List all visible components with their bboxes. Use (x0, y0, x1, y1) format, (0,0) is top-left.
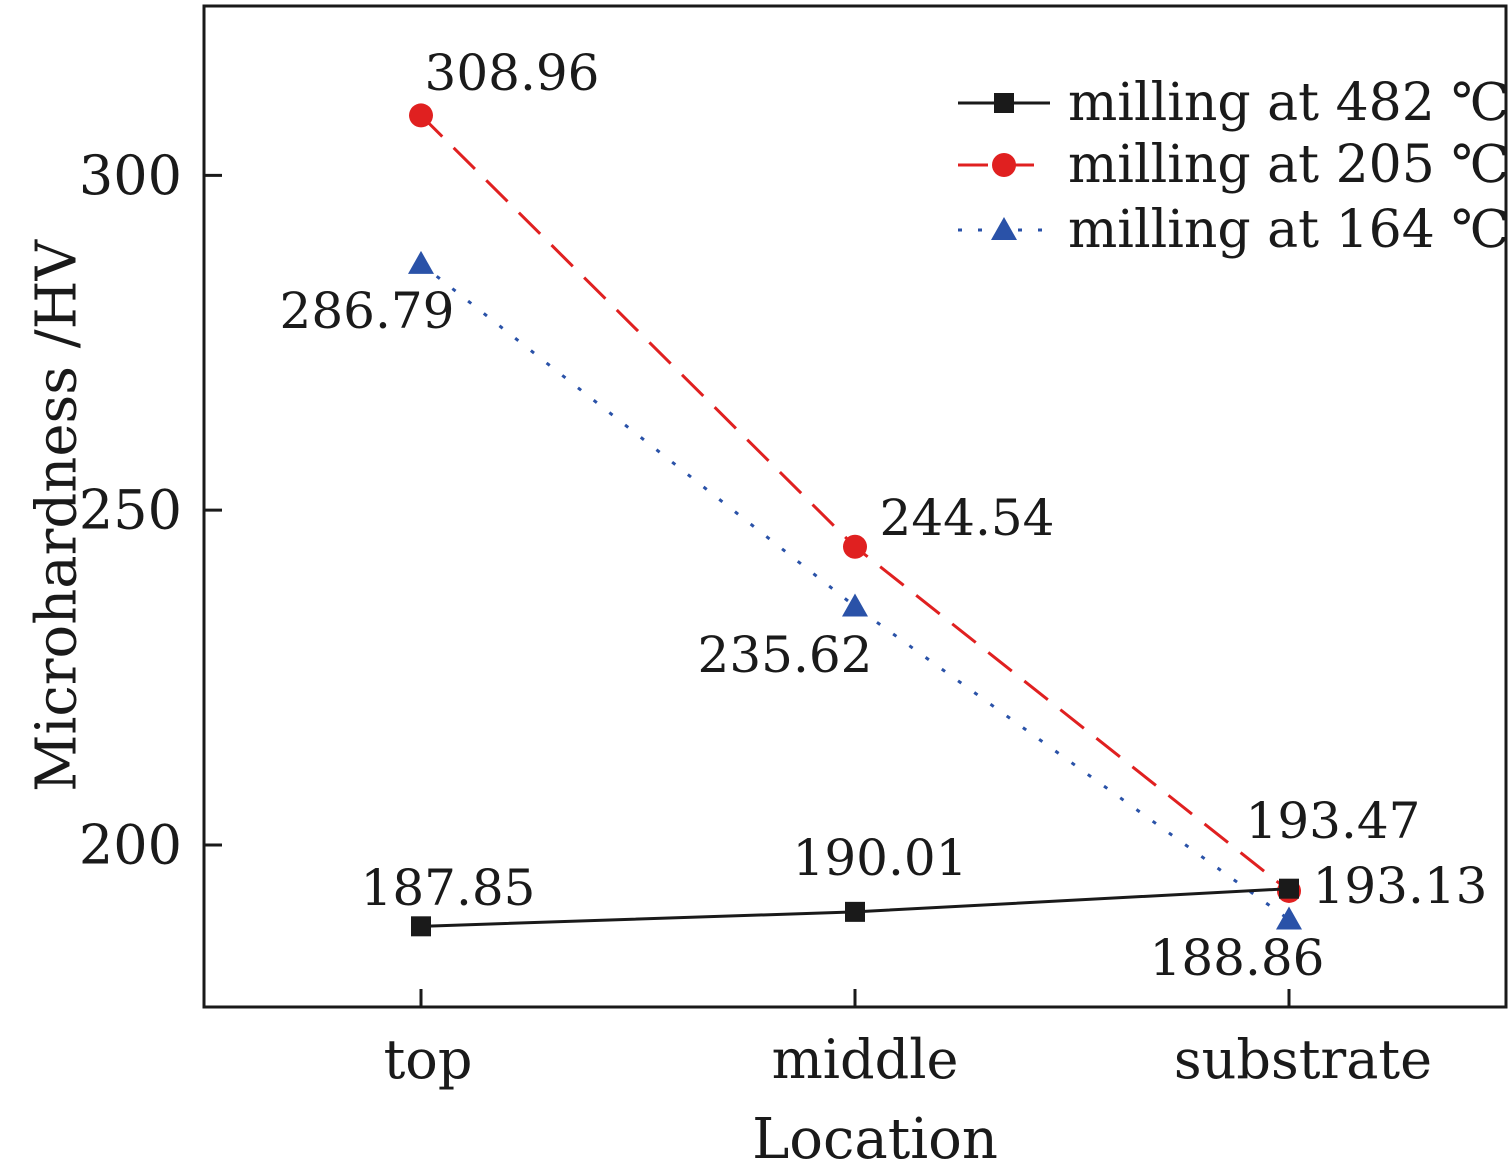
data-point-triangle (408, 250, 434, 274)
y-axis-title: Microhardness /HV (25, 239, 90, 792)
data-point-circle (409, 103, 433, 128)
legend-label: milling at 164 ℃ (1068, 200, 1510, 260)
series-square (411, 878, 1299, 937)
y-tick-label: 300 (79, 144, 182, 207)
legend-marker-square (994, 93, 1014, 113)
data-label: 187.85 (361, 859, 536, 917)
y-tick-label: 250 (79, 479, 182, 542)
series-layer (408, 103, 1302, 937)
x-tick-label-middle: middle (772, 1028, 959, 1091)
legend-label: milling at 482 ℃ (1068, 73, 1510, 133)
legend-marker-triangle (991, 217, 1017, 240)
data-labels: 187.85 190.01 193.47 308.96 244.54 193.13 286.… (280, 44, 1488, 987)
x-axis: top middle substrate (384, 989, 1432, 1091)
x-axis-title: Location (752, 1107, 998, 1160)
series-line-dotted (420, 262, 1290, 921)
data-label: 235.62 (698, 626, 873, 684)
legend-marker-circle (992, 153, 1016, 177)
data-label: 286.79 (280, 282, 455, 340)
data-point-triangle (1276, 906, 1302, 930)
data-label: 308.96 (425, 44, 600, 102)
y-axis: 200 250 300 (79, 144, 222, 876)
data-label: 193.47 (1246, 792, 1421, 850)
data-point-square (1279, 878, 1299, 899)
data-point-square (845, 901, 865, 922)
legend-label: milling at 205 ℃ (1068, 135, 1510, 195)
data-label: 193.13 (1313, 857, 1488, 915)
data-label: 188.86 (1150, 929, 1325, 987)
data-label: 244.54 (880, 489, 1055, 547)
series-triangle (408, 250, 1302, 930)
x-tick-label-top: top (384, 1028, 473, 1091)
data-label: 190.01 (793, 829, 968, 887)
data-point-triangle (842, 593, 868, 617)
data-point-circle (843, 534, 867, 559)
data-point-square (411, 916, 431, 937)
x-tick-label-substrate: substrate (1174, 1028, 1432, 1091)
y-tick-label: 200 (79, 813, 182, 876)
